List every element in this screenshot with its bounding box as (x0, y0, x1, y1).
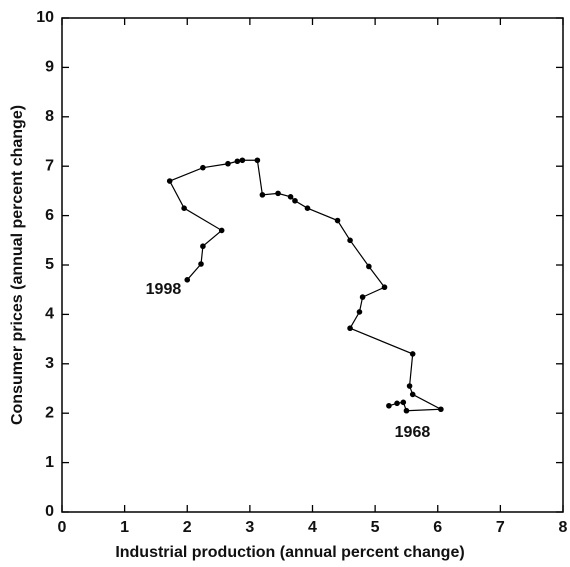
data-point (386, 402, 392, 409)
plot-frame (61, 17, 564, 513)
data-point (304, 205, 311, 211)
annotation: 1998 (146, 281, 182, 298)
data-point (347, 237, 353, 244)
x-tick-label: 8 (559, 519, 568, 536)
y-axis-label: Consumer prices (annual percent change) (9, 105, 26, 425)
data-point (184, 277, 191, 283)
data-point (409, 391, 416, 398)
x-tick-label: 6 (433, 519, 442, 536)
y-tick-label: 10 (36, 9, 54, 26)
x-tick-label: 0 (58, 519, 67, 536)
data-point (200, 164, 206, 171)
data-point (259, 192, 266, 198)
data-point (287, 194, 294, 200)
data-point (366, 263, 372, 270)
data-point (403, 407, 410, 414)
data-point (225, 160, 231, 167)
data-point (347, 325, 353, 332)
data-point (356, 309, 363, 315)
data-point (381, 284, 388, 291)
y-tick-label: 5 (45, 256, 54, 273)
data-point (359, 294, 366, 300)
x-tick-label: 1 (120, 519, 129, 536)
data-point (292, 197, 298, 204)
x-axis-label: Industrial production (annual percent ch… (115, 544, 464, 561)
y-tick-label: 9 (45, 59, 54, 76)
y-tick-label: 2 (45, 404, 54, 421)
y-tick-label: 7 (45, 157, 54, 174)
y-tick-label: 4 (45, 306, 54, 323)
data-point (394, 400, 400, 407)
x-tick-label: 2 (183, 519, 192, 536)
data-point (181, 205, 187, 211)
data-point (218, 227, 225, 234)
annotation: 1968 (395, 424, 431, 441)
x-tick-label: 4 (308, 519, 317, 536)
data-point (200, 243, 206, 250)
series-line (168, 159, 444, 412)
y-tick-label: 3 (45, 355, 54, 372)
x-tick-label: 7 (496, 519, 505, 536)
y-tick-label: 1 (45, 454, 54, 471)
x-tick-label: 3 (245, 519, 254, 536)
data-point (166, 178, 173, 184)
data-point (438, 406, 444, 413)
y-tick-label: 0 (45, 503, 54, 520)
y-tick-label: 8 (45, 108, 54, 125)
data-point (254, 157, 261, 164)
data-point (406, 383, 413, 389)
data-point (239, 157, 246, 164)
data-point (400, 399, 407, 406)
data-point (275, 190, 281, 197)
data-point (234, 158, 241, 165)
y-tick-label: 6 (45, 207, 54, 224)
data-point (409, 351, 416, 357)
x-tick-label: 5 (371, 519, 380, 536)
data-point (334, 217, 341, 224)
data-point (198, 261, 204, 267)
